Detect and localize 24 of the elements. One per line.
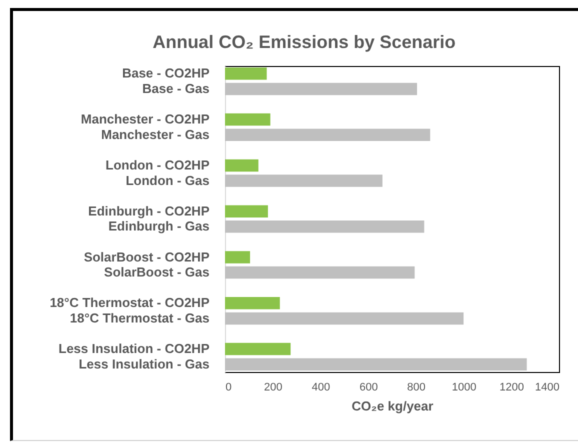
y-tick-label: Manchester - Gas	[101, 126, 210, 142]
x-tick-label: 0	[226, 382, 232, 394]
x-tick-label: 200	[264, 382, 282, 394]
x-tick-label: 400	[312, 382, 330, 394]
x-tick-label: 800	[407, 382, 426, 394]
y-tick-label: Manchester - CO2HP	[80, 112, 210, 127]
y-tick-label: 18°C Thermostat - Gas	[70, 310, 210, 326]
y-tick-label: Base - Gas	[142, 80, 210, 96]
y-tick-label: Less Insulation - CO2HP	[58, 341, 210, 356]
y-tick-label: SolarBoost - Gas	[104, 264, 210, 280]
y-tick-label: Less Insulation - Gas	[78, 356, 210, 372]
y-tick-label: Edinburgh - Gas	[108, 218, 210, 234]
x-tick-label: 1400	[535, 382, 560, 394]
y-tick-label: 18°C Thermostat - CO2HP	[50, 295, 210, 310]
y-tick-label: London - Gas	[126, 172, 210, 188]
x-tick-label: 1000	[452, 382, 476, 394]
y-tick-label: SolarBoost - CO2HP	[84, 249, 210, 264]
x-tick-label: 600	[359, 382, 378, 394]
x-tick-label: 1200	[500, 382, 524, 394]
chart-title: Annual CO₂ Emissions by Scenario	[152, 32, 456, 52]
y-tick-label: London - CO2HP	[106, 157, 210, 172]
x-axis-title: CO₂e kg/year	[352, 398, 434, 414]
y-tick-label: Edinburgh - CO2HP	[88, 203, 210, 218]
y-tick-label: Base - CO2HP	[122, 66, 210, 81]
